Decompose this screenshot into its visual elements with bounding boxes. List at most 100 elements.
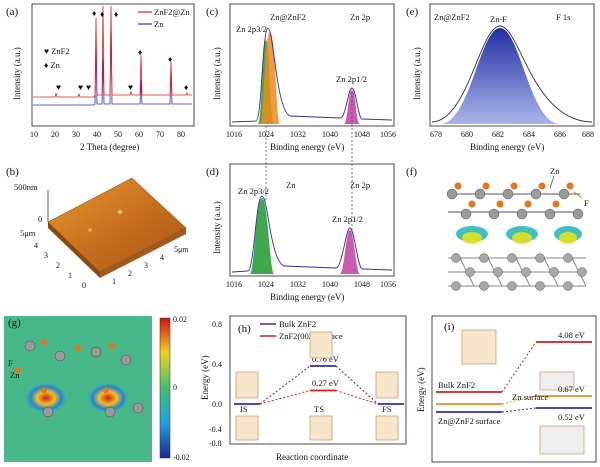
value-bulk: 4.08 eV bbox=[558, 330, 586, 340]
xtick: 1040 bbox=[322, 280, 338, 289]
panel-a-label: (a) bbox=[6, 6, 19, 18]
colorbar-tick: 0.02 bbox=[173, 315, 187, 324]
diamond-marker: ♦ bbox=[100, 9, 105, 19]
panel-d-xticks: 1016 1024 1032 1040 1048 1056 bbox=[226, 280, 396, 289]
afm-feature bbox=[88, 228, 92, 232]
value-znf2-surface: 0.52 eV bbox=[558, 412, 586, 422]
ytick: -0.4 bbox=[209, 425, 222, 434]
peak-fill-green bbox=[250, 198, 274, 274]
panel-a-xticks: 10 20 30 40 50 60 70 80 bbox=[30, 130, 185, 139]
panel-d-peak1: Zn 2p3/2 bbox=[238, 186, 269, 196]
panel-d-svg: (d) Zn Zn 2p Zn 2p3/2 Zn 2p1/2 Intensity… bbox=[206, 163, 396, 302]
panel-c-peak2: Zn 2p1/2 bbox=[336, 74, 367, 84]
afm-right-tick: 2 bbox=[128, 269, 132, 278]
afm-left-tick: 0 bbox=[82, 281, 86, 290]
state-fs: FS bbox=[382, 404, 392, 414]
structure-bottom-atoms bbox=[451, 253, 587, 291]
panel-e: (e) Zn@ZnF2 F 1s Zn-F Intensity (a.u.) 6… bbox=[400, 0, 600, 158]
energy-paths bbox=[501, 341, 537, 413]
panel-c-frame bbox=[229, 3, 395, 127]
panel-g-svg: (g) F Zn 0.02 0 -0.02 bbox=[4, 315, 190, 462]
panel-h-ylabel: Energy (eV) bbox=[200, 355, 210, 400]
afm-left-tick: 1 bbox=[68, 271, 72, 280]
panel-a: (a) ♥ ♥ ♥ ♦ ♦ ♦ ♦ ♥ ♦ ♦ ZnF2@Zn Zn ♥ ZnF… bbox=[0, 0, 200, 158]
xtick: 680 bbox=[461, 130, 473, 139]
panel-b-svg: (b) 500nm 0 5μm 4 3 2 1 0 1 2 3 4 5μm bbox=[6, 166, 189, 290]
xps-envelope bbox=[231, 27, 393, 123]
panel-f-svg: (f) Zn F bbox=[406, 166, 589, 291]
xtick: 1032 bbox=[290, 130, 306, 139]
panel-e-svg: (e) Zn@ZnF2 F 1s Zn-F Intensity (a.u.) 6… bbox=[406, 3, 595, 152]
heart-marker: ♥ bbox=[56, 82, 61, 92]
xtick: 30 bbox=[72, 130, 80, 139]
xps-envelope bbox=[431, 25, 593, 123]
panel-e-xticks: 678 680 682 684 686 688 bbox=[430, 130, 594, 139]
panel-e-orbital: F 1s bbox=[556, 12, 570, 22]
xtick: 80 bbox=[177, 130, 185, 139]
diamond-marker: ♦ bbox=[138, 47, 143, 57]
panel-i-frame bbox=[431, 315, 597, 463]
panel-c-xlabel: Binding energy (eV) bbox=[270, 142, 344, 152]
xtick: 20 bbox=[51, 130, 59, 139]
panel-e-peak: Zn-F bbox=[490, 14, 507, 24]
map-atoms bbox=[24, 340, 144, 418]
afm-z-label: 500nm bbox=[14, 182, 38, 192]
atom-label-zn: Zn bbox=[10, 370, 20, 380]
panel-d-title: Zn bbox=[286, 180, 296, 190]
afm-left-tick: 3 bbox=[44, 251, 48, 260]
panel-b-label: (b) bbox=[6, 166, 19, 178]
xtick: 688 bbox=[582, 130, 594, 139]
afm-right-tick: 1 bbox=[112, 277, 116, 286]
xtick: 1016 bbox=[226, 130, 242, 139]
structure-grey-atoms bbox=[446, 188, 584, 220]
charge-blob bbox=[86, 382, 130, 414]
panel-e-label: (e) bbox=[406, 6, 419, 18]
xtick: 682 bbox=[492, 130, 504, 139]
panel-d-peak2: Zn 2p1/2 bbox=[332, 214, 363, 224]
heart-marker: ♥ bbox=[86, 82, 91, 92]
legend-bulk: Bulk ZnF2 bbox=[279, 319, 316, 329]
barrier-bulk: 0.76 eV bbox=[312, 354, 340, 364]
afm-left-tick: 4 bbox=[34, 241, 38, 250]
diamond-marker: ♦ bbox=[168, 54, 173, 64]
panel-g: (g) F Zn 0.02 0 -0.02 bbox=[0, 312, 200, 467]
panel-c-title: Zn@ZnF2 bbox=[270, 12, 306, 22]
diamond-marker: ♦ bbox=[92, 8, 97, 18]
xtick: 678 bbox=[430, 130, 442, 139]
energy-paths bbox=[259, 365, 379, 405]
afm-left-tick: 2 bbox=[56, 261, 60, 270]
afm-right-tick: 5μm bbox=[174, 245, 189, 254]
panel-a-ylabel: Intensity (a.u.) bbox=[12, 47, 22, 100]
xtick: 40 bbox=[93, 130, 101, 139]
panel-a-xlabel: 2 Theta (degree) bbox=[80, 142, 139, 152]
energy-levels bbox=[234, 365, 404, 405]
zn-pointer bbox=[549, 175, 555, 189]
panel-c-peak1: Zn 2p3/2 bbox=[236, 24, 267, 34]
panel-f: (f) Zn F bbox=[400, 160, 600, 308]
ytick: 0.8 bbox=[212, 320, 222, 329]
panel-f-label: (f) bbox=[406, 166, 417, 178]
diamond-marker: ♦ bbox=[114, 9, 119, 19]
crystal-inset bbox=[461, 329, 585, 455]
panel-d-label: (d) bbox=[206, 166, 219, 178]
panel-h-label: (h) bbox=[238, 323, 251, 335]
xtick: 70 bbox=[156, 130, 164, 139]
xtick: 1032 bbox=[290, 280, 306, 289]
panel-e-xlabel: Binding energy (eV) bbox=[470, 142, 544, 152]
afm-right-tick: 4 bbox=[160, 253, 164, 262]
map-background bbox=[4, 316, 152, 462]
atom-label-zn: Zn bbox=[550, 166, 560, 176]
barrier-surface: 0.27 eV bbox=[312, 378, 340, 388]
colorbar-tick: -0.02 bbox=[173, 453, 190, 462]
xtick: 60 bbox=[135, 130, 143, 139]
colorbar bbox=[159, 317, 171, 459]
panel-h: (h) Bulk ZnF2 ZnF2(002) surface 0.76 eV … bbox=[200, 312, 410, 467]
energy-levels bbox=[436, 341, 592, 413]
structure-orange-atoms bbox=[454, 182, 574, 208]
xtick: 684 bbox=[523, 130, 535, 139]
panel-c-svg: (c) Zn@ZnF2 Zn 2p Zn 2p3/2 Zn 2p1/2 Inte… bbox=[206, 3, 396, 152]
peak-fill-purple bbox=[340, 230, 360, 274]
ytick: 0.4 bbox=[212, 360, 222, 369]
panel-b: (b) 500nm 0 5μm 4 3 2 1 0 1 2 3 4 5μm bbox=[0, 160, 200, 308]
